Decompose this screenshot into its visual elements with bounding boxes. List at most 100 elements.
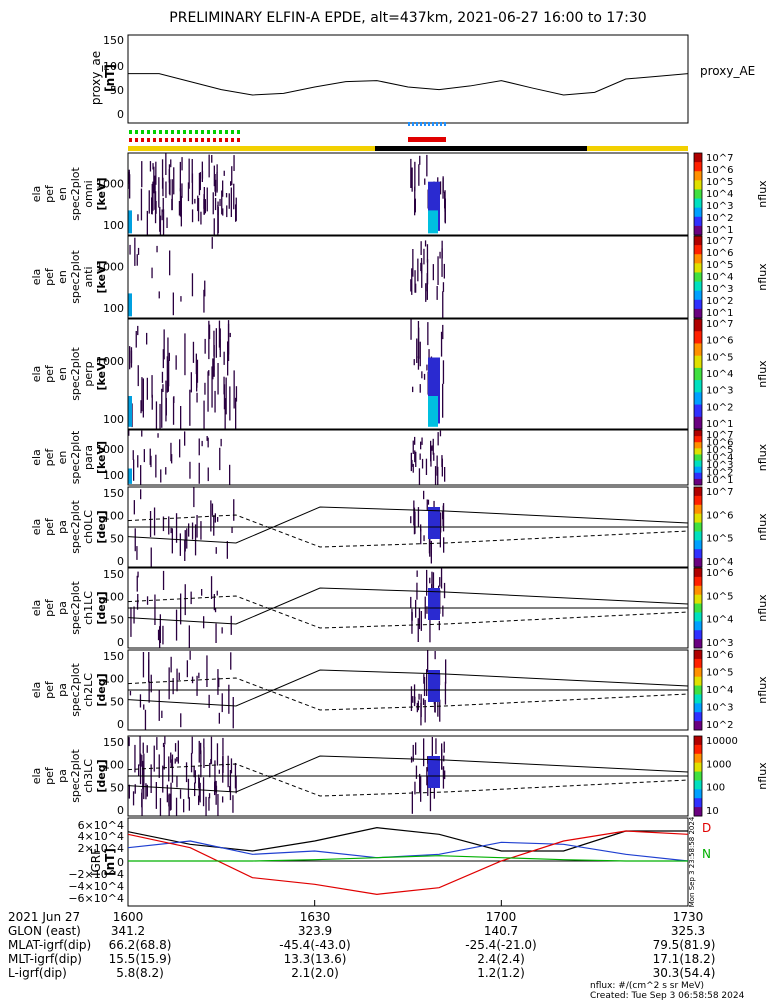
colorbar-segment [694, 254, 702, 264]
colorbar-segment [694, 448, 702, 455]
flux-streak [179, 161, 181, 192]
flux-streak [218, 712, 220, 724]
panel-frame [127, 429, 689, 486]
flux-streak [198, 795, 200, 806]
colorbar-segment [694, 721, 702, 731]
igrf-label-n: N [702, 847, 711, 861]
flux-streak [200, 742, 202, 755]
flux-streak [425, 458, 428, 475]
flux-streak [198, 740, 200, 763]
flux-streak [412, 463, 414, 473]
flux-streak [162, 384, 164, 392]
flux-streak [415, 451, 417, 467]
ylabel-anti-4: anti [82, 266, 95, 287]
flux-streak [418, 608, 421, 630]
colorbar-segment [694, 798, 702, 808]
colorbar-segment [694, 780, 702, 790]
flux-streak [420, 528, 422, 545]
flux-streak [225, 377, 227, 415]
flux-streak [211, 366, 213, 408]
flux-streak [212, 192, 214, 215]
ylabel-ch1-3: spec2plot [69, 581, 82, 635]
flux-streak [128, 784, 130, 799]
flux-streak [437, 432, 439, 446]
orbit-indicator [128, 122, 688, 151]
colorbar-segment [694, 594, 702, 605]
colorbar-tick-ch2-4: 10^2 [706, 720, 733, 731]
colorbar-tick-anti-0: 10^7 [706, 236, 733, 247]
flux-streak [417, 507, 420, 527]
flux-streak [152, 181, 154, 211]
blue-tick [440, 122, 442, 126]
flux-streak [221, 627, 223, 634]
flux-streak [229, 332, 231, 338]
flux-streak [219, 198, 221, 207]
flux-streak [191, 736, 193, 754]
flux-streak [442, 383, 444, 418]
flux-streak [434, 692, 436, 713]
flux-streak [137, 247, 140, 255]
ytick-perp-1: 100 [103, 413, 124, 426]
flux-streak [443, 741, 445, 753]
flux-streak [159, 206, 161, 232]
flux-streak [217, 363, 219, 395]
flux-streak [431, 445, 433, 451]
flux-streak [419, 155, 421, 165]
footer-row-l-label: L-igrf(dip) [8, 966, 67, 980]
footer-row-mlat-v2: -25.4(-21.0) [465, 938, 536, 952]
ylabel-perp-0: ela [30, 366, 43, 383]
ylabel-omni-5: [keV] [95, 177, 108, 210]
flux-streak [157, 629, 160, 641]
red-tick [225, 138, 228, 142]
flux-streak [172, 397, 175, 425]
flux-streak [427, 650, 429, 673]
ylabel-para-4: para [82, 445, 95, 470]
footer-row-glon-v1: 323.9 [298, 924, 332, 938]
flux-streak [179, 789, 182, 799]
red-tick [147, 138, 150, 142]
flux-streak [433, 780, 435, 799]
colorbar-tick-ch1-3: 10^3 [706, 638, 733, 649]
spectrogram-perp [128, 319, 445, 429]
flux-streak [228, 193, 230, 209]
flux-streak [415, 283, 417, 293]
flux-streak [149, 511, 152, 537]
panel-frame [127, 318, 689, 430]
blue-tick [412, 122, 414, 126]
flux-streak [421, 437, 423, 445]
flux-streak [210, 736, 213, 764]
flux-streak [137, 365, 139, 387]
flux-streak [444, 681, 447, 705]
flux-streak [156, 245, 158, 253]
colorbar-segment [694, 478, 702, 486]
flux-streak [174, 743, 177, 752]
flux-streak [177, 740, 179, 764]
colorbar-segment [694, 736, 702, 746]
flux-streak [439, 522, 441, 548]
proxy-ae-ylabel-2: [nT] [103, 64, 117, 92]
spectrogram-ch0 [133, 487, 445, 567]
flux-streak [428, 536, 431, 554]
flux-streak [136, 254, 138, 266]
flux-streak [415, 742, 417, 755]
colorbar-tick-omni-4: 10^3 [706, 201, 733, 212]
proxy-ae-panel: proxy_ae [nT] 150 100 50 0 proxy_AE [89, 34, 755, 124]
igrf-tick-2e4: 2×10^4 [78, 842, 124, 855]
flux-streak [223, 384, 226, 410]
footer-row-l-v3: 30.3(54.4) [653, 966, 716, 980]
igrf-label-d: D [702, 821, 711, 835]
colorbar-segment [694, 198, 702, 209]
flux-streak [426, 606, 428, 614]
colorbar-label-omni: nflux [756, 180, 769, 208]
flux-streak [131, 403, 133, 428]
loss-cone-line [127, 755, 689, 793]
ytick-para-1: 100 [103, 469, 124, 482]
flux-streak [436, 455, 438, 476]
colorbar-segment [694, 703, 702, 713]
spectrogram-ch2 [129, 650, 447, 730]
flux-streak [188, 158, 190, 189]
red-tick [207, 138, 210, 142]
green-tick [147, 130, 150, 134]
flux-streak [443, 755, 445, 762]
flux-streak [227, 323, 230, 355]
